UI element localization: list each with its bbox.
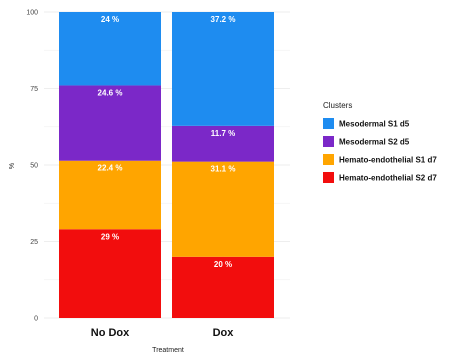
bar-segment: [59, 85, 161, 161]
y-tick-label: 75: [30, 86, 38, 93]
legend-swatch: [323, 136, 334, 147]
x-axis-title: Treatment: [152, 347, 184, 354]
bar-data-label: 20 %: [214, 260, 232, 269]
legend-item-label: Hemato-endothelial S1 d7: [339, 156, 437, 165]
bar-data-label: 37.2 %: [211, 15, 236, 24]
bar-segment: [59, 229, 161, 318]
legend-item-label: Mesodermal S2 d5: [339, 138, 410, 147]
legend: Clusters Mesodermal S1 d5 Mesodermal S2 d…: [323, 101, 437, 183]
bar-segment: [59, 12, 161, 86]
legend-item-label: Hemato-endothelial S2 d7: [339, 174, 437, 183]
bars: 29 % 22.4 % 24.6 % 24 % 20 % 31.1 % 11.7 % 37.2…: [59, 12, 274, 318]
legend-title: Clusters: [323, 101, 352, 110]
y-tick-label: 0: [34, 316, 38, 323]
bar-segment: [59, 160, 161, 230]
bar-segment: [172, 125, 274, 162]
x-tick-label: No Dox: [91, 327, 130, 339]
y-tick-label: 100: [26, 10, 38, 17]
bar-data-label: 24.6 %: [98, 88, 123, 97]
legend-swatch: [323, 118, 334, 129]
x-axis-ticks: No Dox Dox: [91, 327, 235, 339]
bar-data-label: 22.4 %: [98, 164, 123, 173]
bar-data-label: 24 %: [101, 15, 119, 24]
bar-segment: [172, 161, 274, 257]
y-tick-label: 25: [30, 239, 38, 246]
y-axis-ticks: 0 25 50 75 100: [26, 10, 38, 323]
legend-item-label: Mesodermal S1 d5: [339, 120, 410, 129]
bar-segment: [172, 256, 274, 318]
bar-segment: [172, 12, 274, 126]
legend-swatch: [323, 172, 334, 183]
bar-data-label: 31.1 %: [211, 165, 236, 174]
y-tick-label: 50: [30, 163, 38, 170]
legend-swatch: [323, 154, 334, 165]
y-axis-title: %: [9, 163, 16, 169]
x-tick-label: Dox: [213, 327, 235, 339]
bar-data-label: 29 %: [101, 232, 119, 241]
bar-data-label: 11.7 %: [211, 129, 235, 138]
